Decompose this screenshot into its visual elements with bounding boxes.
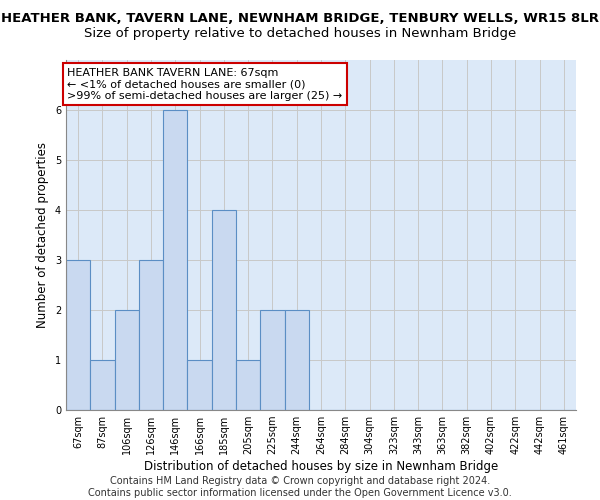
X-axis label: Distribution of detached houses by size in Newnham Bridge: Distribution of detached houses by size … — [144, 460, 498, 473]
Text: HEATHER BANK, TAVERN LANE, NEWNHAM BRIDGE, TENBURY WELLS, WR15 8LR: HEATHER BANK, TAVERN LANE, NEWNHAM BRIDG… — [1, 12, 599, 26]
Bar — [90, 360, 115, 410]
Bar — [66, 260, 90, 410]
Bar — [163, 110, 187, 410]
Y-axis label: Number of detached properties: Number of detached properties — [37, 142, 49, 328]
Text: Contains HM Land Registry data © Crown copyright and database right 2024.
Contai: Contains HM Land Registry data © Crown c… — [88, 476, 512, 498]
Text: HEATHER BANK TAVERN LANE: 67sqm
← <1% of detached houses are smaller (0)
>99% of: HEATHER BANK TAVERN LANE: 67sqm ← <1% of… — [67, 68, 343, 100]
Bar — [260, 310, 284, 410]
Bar — [284, 310, 309, 410]
Bar — [139, 260, 163, 410]
Bar — [115, 310, 139, 410]
Bar — [187, 360, 212, 410]
Bar — [236, 360, 260, 410]
Text: Size of property relative to detached houses in Newnham Bridge: Size of property relative to detached ho… — [84, 28, 516, 40]
Bar — [212, 210, 236, 410]
